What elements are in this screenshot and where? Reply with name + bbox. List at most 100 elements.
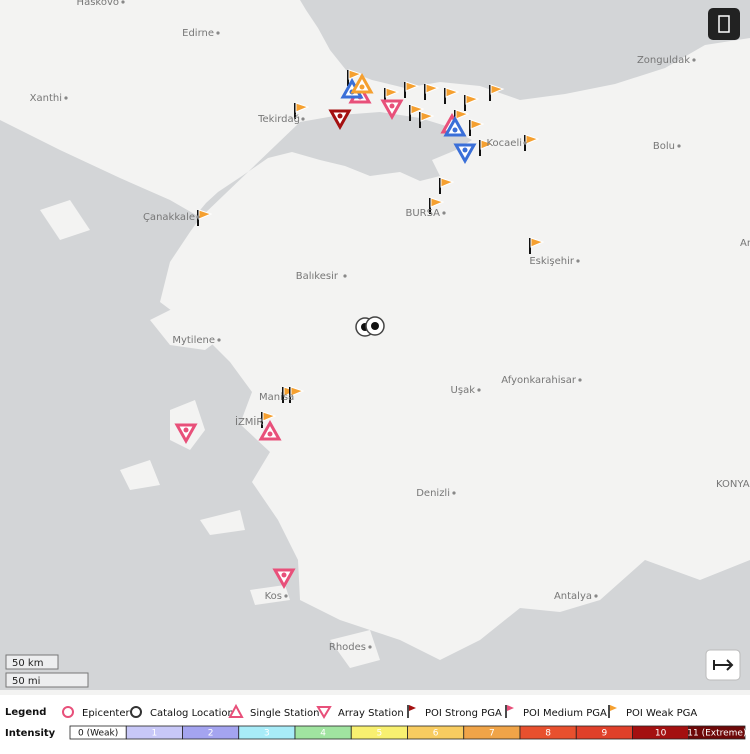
city-dot: [578, 378, 582, 382]
intensity-label: 3: [264, 729, 270, 739]
flag: [480, 139, 495, 150]
city-label: Afyonkarahisar: [501, 375, 577, 386]
city-dot: [442, 211, 446, 215]
city-dot: [196, 215, 200, 219]
city-label: Denizli: [416, 488, 450, 499]
city-dot: [64, 96, 68, 100]
expand-icon: [713, 659, 734, 671]
city-label: Eskişehir: [529, 256, 575, 267]
sea: [0, 0, 750, 690]
city-label: Bolu: [653, 141, 675, 152]
legend-icon: [316, 706, 332, 719]
city-label: Kos: [265, 591, 282, 602]
city-label: Antalya: [554, 591, 592, 602]
station-core: [337, 113, 343, 119]
intensity-label: 11 (Extreme): [687, 729, 746, 739]
flag: [530, 237, 545, 248]
city-dot: [121, 0, 125, 4]
legend-item: Catalog Location: [150, 708, 234, 719]
city-labels: Haskovo Edirne Zonguldak Xanthi Tekirdağ Koca…: [30, 0, 750, 653]
legend: Legend Intensity Epicenter Catalog Locati…: [0, 695, 750, 750]
legend-icon: [409, 705, 416, 711]
stations-layer: [174, 69, 545, 590]
city-label: Mytilene: [172, 335, 215, 346]
city-label: Xanthi: [30, 93, 62, 104]
legend-icon: [130, 706, 142, 718]
flag: [405, 81, 420, 92]
flag: [465, 94, 480, 105]
intensity-label: 9: [602, 729, 608, 739]
intensity-swatch: [688, 725, 746, 740]
station-core: [183, 427, 189, 433]
city-label: Zonguldak: [637, 55, 690, 66]
city-dot: [452, 491, 456, 495]
station-core: [389, 103, 395, 109]
city-dot: [217, 338, 221, 342]
flag: [348, 69, 363, 80]
flag: [440, 177, 455, 188]
city-dot: [523, 141, 527, 145]
scale-km-label: 50 km: [12, 658, 43, 669]
city-label: Rhodes: [329, 642, 366, 653]
flag: [198, 209, 213, 220]
city-label: Çanakkale: [143, 212, 195, 223]
legend-icon: [610, 705, 617, 711]
flag: [290, 386, 305, 397]
intensity-label: 8: [545, 729, 551, 739]
flag: [420, 111, 435, 122]
city-dot: [576, 259, 580, 263]
city-dot: [284, 594, 288, 598]
city-label: KONYA: [716, 479, 750, 490]
city-label: Tekirdağ: [257, 113, 300, 125]
single-station: [258, 419, 282, 441]
legend-icon: [507, 705, 514, 711]
flag: [490, 84, 505, 95]
city-label: Ankara: [740, 238, 750, 249]
legend-item: Single Station: [250, 708, 319, 719]
flag: [470, 119, 485, 130]
array-station: [272, 568, 296, 590]
array-station: [380, 99, 404, 121]
intensity-label: 5: [377, 729, 383, 739]
city-dot: [216, 31, 220, 35]
station-core: [359, 84, 365, 90]
scale-mi-label: 50 mi: [12, 676, 40, 687]
intensity-label: 1: [152, 729, 158, 739]
city-dot: [368, 645, 372, 649]
single-station: [350, 72, 374, 94]
scale-mi: [5, 672, 89, 688]
epicenter-core: [371, 322, 379, 330]
single-station: [443, 115, 467, 137]
flag: [525, 134, 540, 145]
city-dot: [477, 388, 481, 392]
flag: [430, 197, 445, 208]
station-core: [452, 127, 458, 133]
station-core: [281, 572, 287, 578]
city-dot: [594, 594, 598, 598]
intensity-label: 7: [489, 729, 495, 739]
city-label: İZMİR: [235, 415, 263, 428]
legend-item: Array Station: [338, 708, 404, 719]
intensity-label: 2: [208, 729, 214, 739]
intensity-label: 6: [433, 729, 439, 739]
legend-icon: [62, 706, 74, 718]
flag: [295, 102, 310, 113]
array-station: [174, 423, 198, 445]
flag: [455, 109, 470, 120]
legend-item: POI Medium PGA: [523, 708, 607, 719]
city-dot: [677, 144, 681, 148]
legend-item: POI Strong PGA: [425, 708, 502, 719]
legend-icon: [228, 703, 244, 718]
array-station: [453, 143, 477, 165]
city-dot: [343, 274, 347, 278]
flag: [445, 87, 460, 98]
city-label: Balıkesir: [296, 271, 339, 282]
city-dot: [692, 58, 696, 62]
station-core: [462, 147, 468, 153]
intensity-label: 10: [655, 729, 667, 739]
flag: [425, 83, 440, 94]
layers-button[interactable]: [708, 8, 740, 40]
city-dot: [301, 117, 305, 121]
